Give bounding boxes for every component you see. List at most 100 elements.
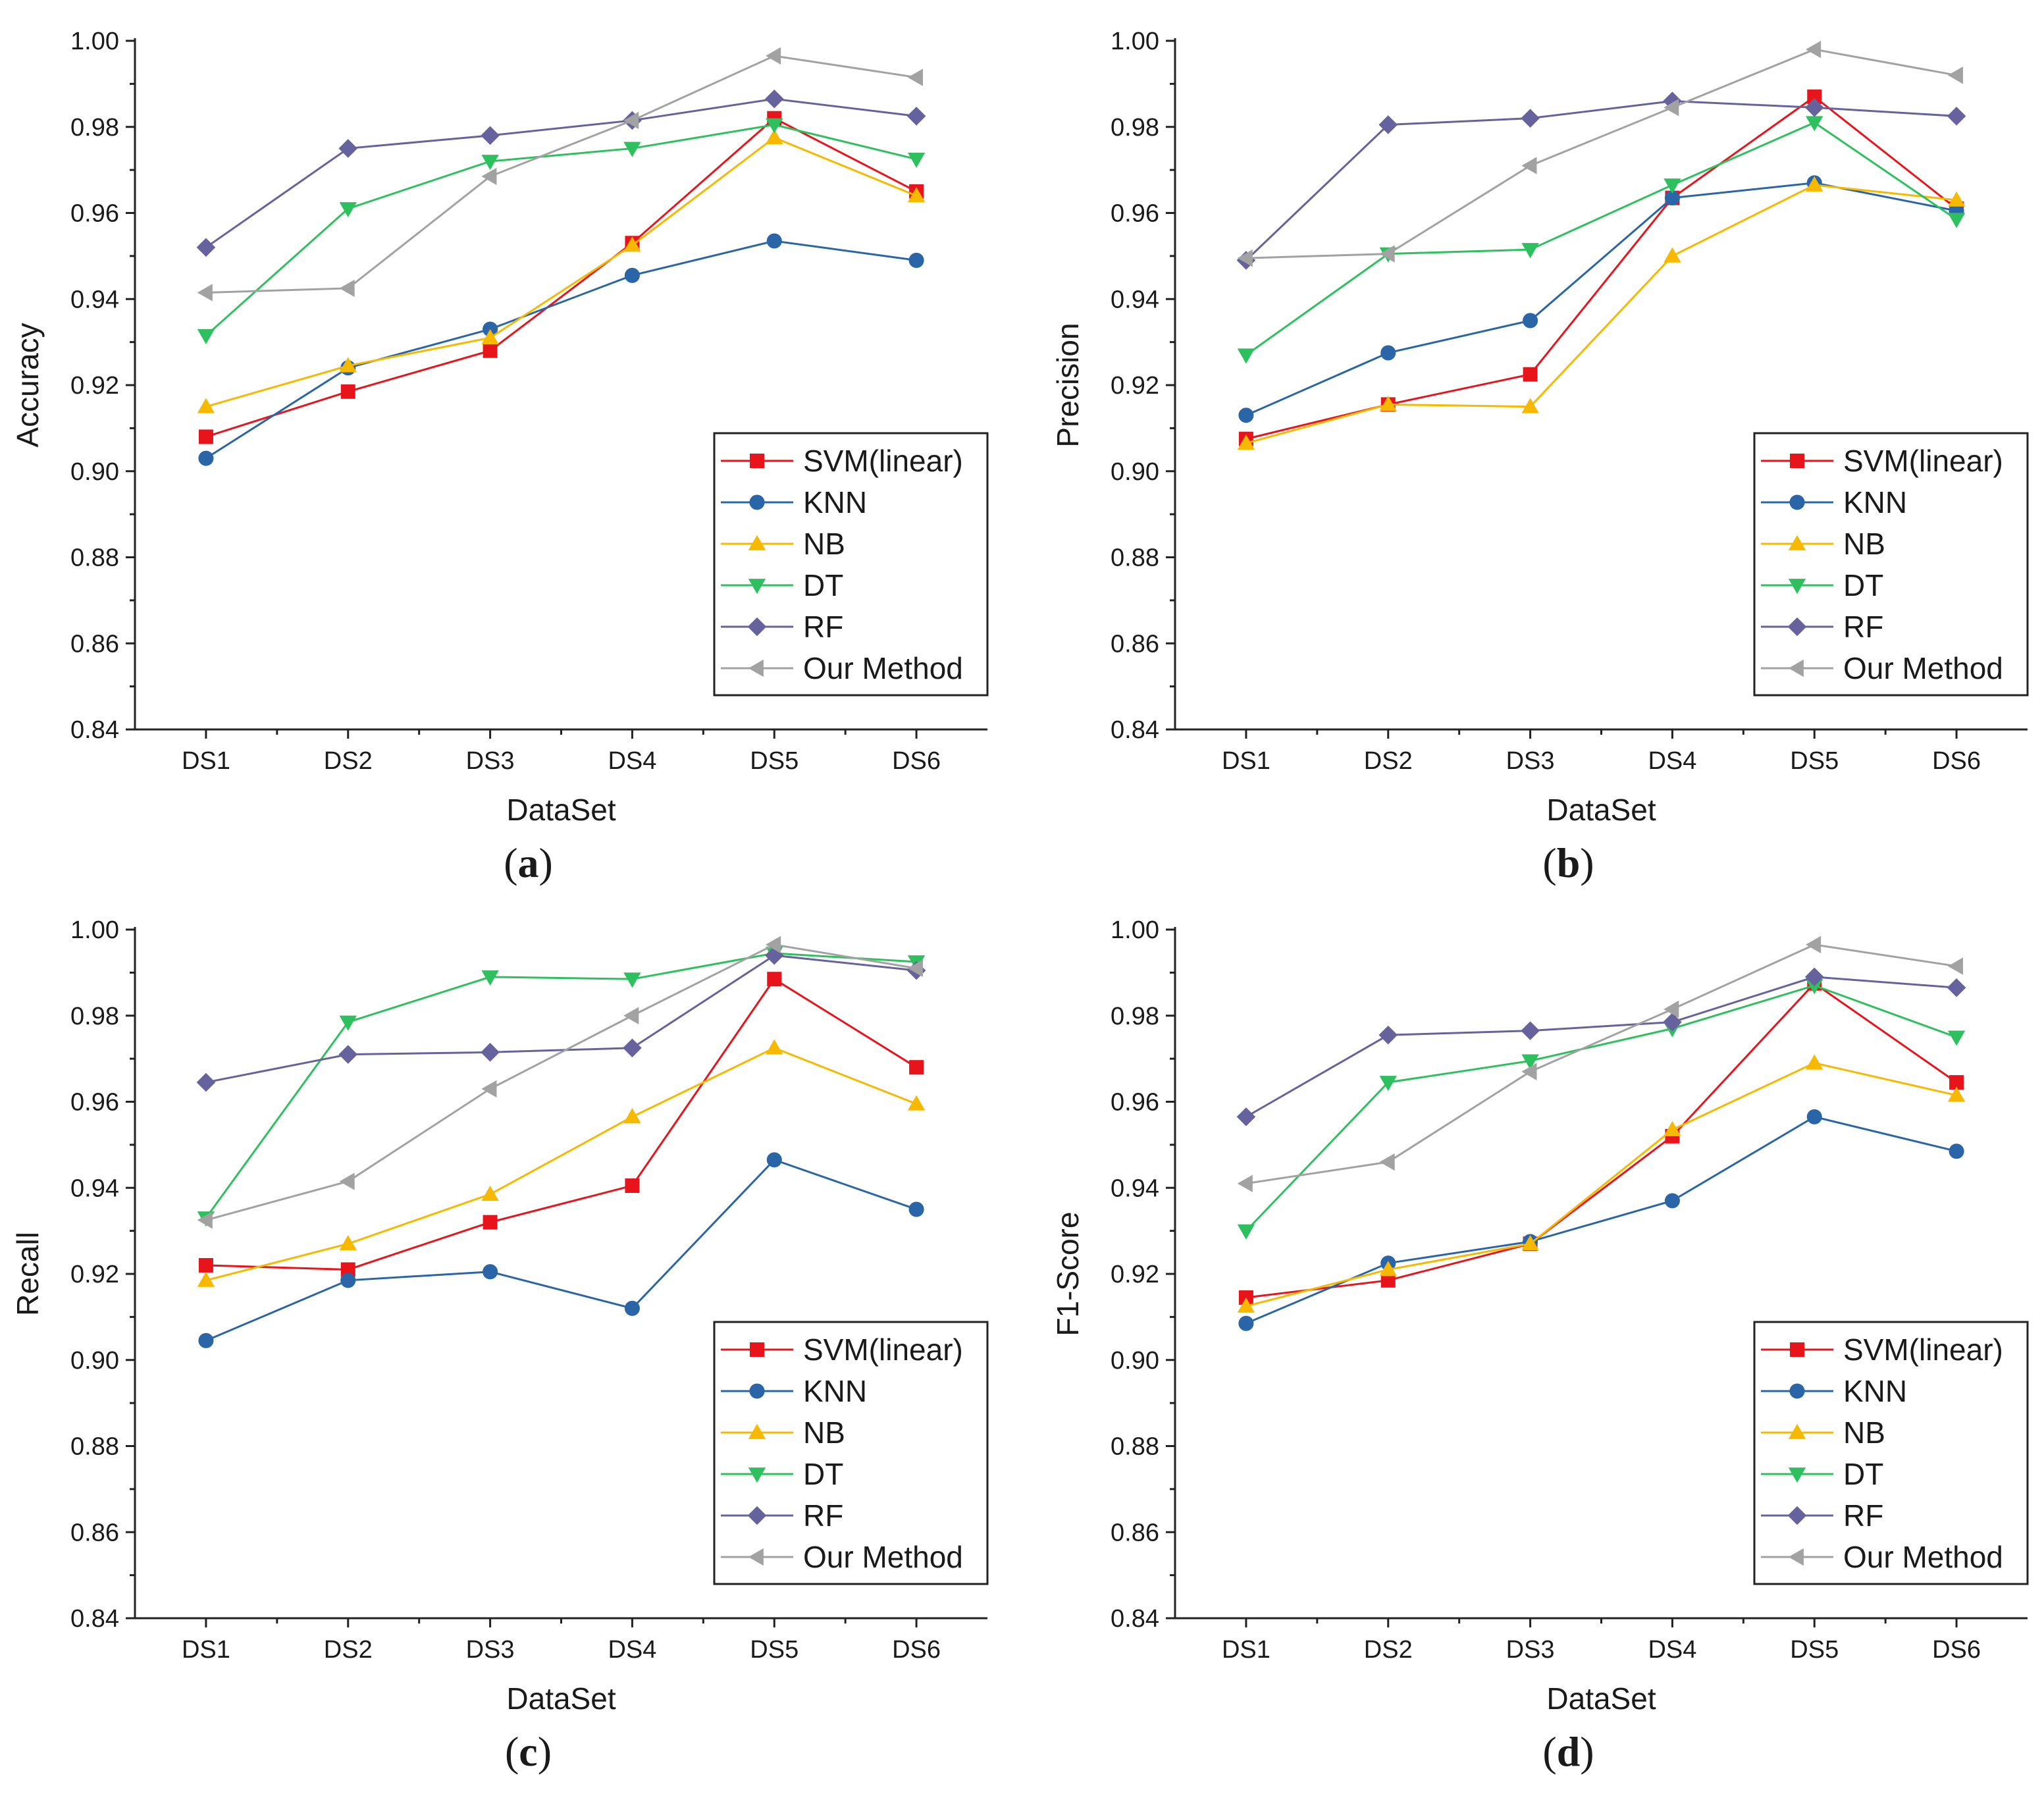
series-line-dt <box>205 123 917 336</box>
data-point-nb <box>1379 1261 1397 1277</box>
y-tick-label: 0.96 <box>1111 1089 1159 1117</box>
data-point-svm-linear <box>340 1262 355 1277</box>
legend-label-dt: DT <box>1843 568 1883 602</box>
series-line-nb <box>1245 184 1957 444</box>
series-line-knn <box>1245 1115 1957 1325</box>
legend-marker-nb <box>748 535 766 550</box>
data-point-rf <box>196 1072 216 1092</box>
data-point-knn <box>1380 345 1396 361</box>
legend-label-rf: RF <box>803 610 843 644</box>
legend-marker-nb <box>1788 535 1806 550</box>
data-point-nb <box>1947 191 1966 207</box>
data-point-our-method <box>1379 245 1395 263</box>
legend-marker-dt <box>1788 579 1806 594</box>
data-point-rf <box>338 1045 358 1064</box>
data-point-dt <box>1806 116 1823 132</box>
x-tick-label: DS2 <box>324 747 373 775</box>
x-tick-label: DS6 <box>1932 1636 1981 1664</box>
y-axis-title: Precision <box>1051 323 1085 447</box>
data-point-our-method <box>481 1080 497 1098</box>
x-tick-label: DS2 <box>1364 1636 1413 1664</box>
data-point-dt <box>623 142 641 157</box>
data-point-rf <box>1378 115 1398 134</box>
data-point-rf <box>338 139 358 158</box>
data-point-rf <box>1804 98 1824 117</box>
data-point-dt <box>339 202 357 218</box>
y-tick-label: 1.00 <box>70 916 119 944</box>
legend-box <box>713 1321 989 1585</box>
legend-marker-svm-linear <box>750 1342 764 1357</box>
x-tick-label: DS1 <box>1222 1636 1271 1664</box>
data-point-svm-linear <box>340 384 355 399</box>
x-tick-label: DS4 <box>1648 747 1696 775</box>
data-point-knn <box>624 267 640 283</box>
data-point-our-method <box>1947 957 1963 975</box>
chart-panel-a: 0.84 0.86 0.88 0.90 0.92 0.94 0.96 0.98 1.00 DS1 D… <box>11 28 989 886</box>
panel-label: (a) <box>504 839 553 886</box>
data-point-our-method <box>339 279 355 298</box>
data-point-dt <box>339 1015 357 1031</box>
legend-marker-rf <box>1787 1506 1807 1525</box>
data-point-our-method <box>907 68 923 86</box>
data-point-rf <box>1521 109 1540 128</box>
x-tick-label: DS3 <box>1506 1636 1555 1664</box>
x-axis-title: DataSet <box>1546 793 1656 827</box>
data-point-svm-linear <box>198 1257 213 1273</box>
y-tick-label: 0.86 <box>1111 630 1159 658</box>
y-tick-label: 0.90 <box>1111 1347 1159 1375</box>
legend-label-svm-linear: SVM(linear) <box>1843 444 2003 478</box>
legend-label-knn: KNN <box>803 1374 867 1408</box>
legend-marker-rf <box>747 617 767 637</box>
chart-panel-c: 0.84 0.86 0.88 0.90 0.92 0.94 0.96 0.98 1.00 DS1 D… <box>11 916 989 1775</box>
data-point-rf <box>1236 1107 1256 1126</box>
data-point-rf <box>196 238 216 257</box>
y-tick-label: 0.98 <box>70 1003 119 1030</box>
data-point-our-method <box>197 1211 213 1229</box>
data-point-knn <box>1238 408 1254 423</box>
legend-label-rf: RF <box>803 1498 843 1533</box>
data-point-our-method <box>1664 1000 1679 1018</box>
y-tick-label: 0.98 <box>1111 1003 1159 1030</box>
legend-label-our-method: Our Method <box>803 651 963 685</box>
legend-box <box>1753 432 2029 697</box>
series-line-our-method <box>205 943 917 1221</box>
legend-box <box>713 432 989 697</box>
series-line-dt <box>1245 984 1957 1232</box>
x-tick-label: DS4 <box>608 747 656 775</box>
y-tick-label: 0.94 <box>70 1174 119 1202</box>
legend-label-svm-linear: SVM(linear) <box>803 1332 963 1367</box>
x-axis-title: DataSet <box>506 1681 616 1716</box>
x-tick-label: DS2 <box>1364 747 1413 775</box>
legend-marker-our-method <box>748 1548 764 1566</box>
y-tick-label: 1.00 <box>1111 28 1159 55</box>
legend-label-rf: RF <box>1843 1498 1883 1533</box>
data-point-our-method <box>1237 249 1253 267</box>
y-tick-label: 0.90 <box>1111 458 1159 486</box>
legend-label-nb: NB <box>803 527 845 561</box>
data-point-dt <box>1947 1030 1966 1046</box>
legend-marker-knn <box>749 1383 765 1399</box>
data-point-svm-linear <box>625 1178 640 1193</box>
y-tick-label: 0.84 <box>1111 1605 1159 1633</box>
y-tick-label: 0.96 <box>70 1089 119 1117</box>
data-point-dt <box>623 972 641 988</box>
legend-marker-svm-linear <box>1790 1342 1804 1357</box>
series-line-nb <box>205 136 917 408</box>
data-point-rf <box>481 1043 500 1062</box>
y-tick-label: 0.86 <box>70 630 119 658</box>
data-point-knn <box>340 1273 356 1288</box>
data-point-our-method <box>1806 40 1821 59</box>
data-point-our-method <box>1379 1153 1395 1171</box>
legend-label-nb: NB <box>803 1415 845 1450</box>
data-point-nb <box>623 236 641 252</box>
series-line-svm-linear <box>205 117 917 438</box>
legend-label-svm-linear: SVM(linear) <box>803 444 963 478</box>
legend-label-svm-linear: SVM(linear) <box>1843 1332 2003 1367</box>
data-point-svm-linear <box>909 1060 924 1075</box>
data-point-nb <box>1237 435 1255 450</box>
legend-marker-dt <box>748 1467 766 1483</box>
x-tick-label: DS6 <box>892 1636 941 1664</box>
data-point-our-method <box>1521 1063 1537 1080</box>
series-line-rf <box>1245 976 1957 1118</box>
legend-label-our-method: Our Method <box>1843 651 2003 685</box>
